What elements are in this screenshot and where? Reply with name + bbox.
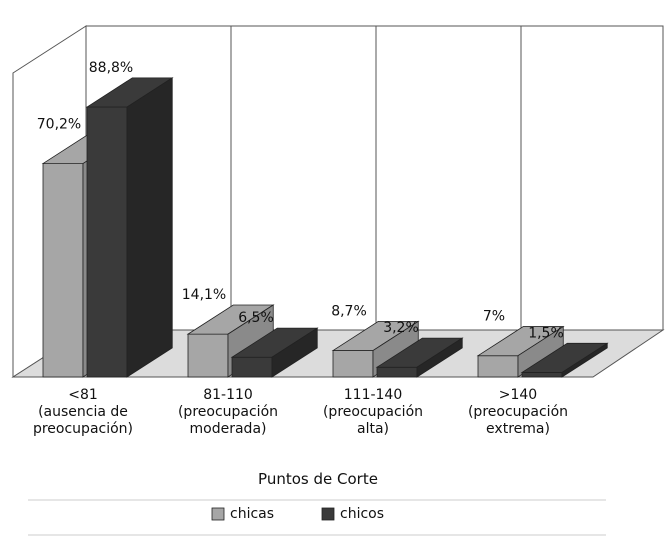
value-label-chicas-0: 70,2% (37, 116, 81, 132)
tick-label-0-0: <81 (68, 387, 98, 403)
bar-chicos-2 (375, 337, 464, 378)
tick-label-2-1: (preocupación (323, 404, 423, 420)
tick-label-2-0: 111-140 (344, 387, 403, 403)
bar-chicas-3 (476, 325, 565, 378)
tick-label-0-1: (ausencia de (38, 404, 128, 420)
value-label-chicas-1: 14,1% (182, 287, 226, 303)
tick-label-3-0: >140 (499, 387, 537, 403)
value-label-chicas-3: 7% (483, 309, 505, 325)
bar-chicos-0-side (126, 77, 173, 378)
legend-label-chicos: chicos (340, 506, 384, 522)
value-labels: 70,2% 88,8% 14,1% 6,5% 8,7% 3,2% 7% 1,5% (37, 60, 564, 341)
bar-chicos-1 (230, 327, 319, 378)
category-ticks: <81(ausencia depreocupación)81-110(preoc… (33, 387, 568, 437)
value-label-chicos-0: 88,8% (89, 60, 133, 76)
bar-chicas-3-front (477, 355, 519, 378)
tick-label-3-2: extrema) (486, 421, 550, 437)
bar-chicas-0-front (42, 163, 84, 378)
tick-label-2-2: alta) (357, 421, 389, 437)
x-axis-label: Puntos de Corte (258, 470, 378, 488)
value-label-chicos-3: 1,5% (528, 325, 564, 341)
value-label-chicos-2: 3,2% (383, 320, 419, 336)
legend: chicas chicos (211, 506, 384, 522)
tick-label-1-2: moderada) (190, 421, 267, 437)
bar-chicos-3 (520, 342, 609, 378)
bar-chicos-0-front (86, 106, 128, 378)
tick-label-1-0: 81-110 (203, 387, 253, 403)
tick-label-0-2: preocupación) (33, 421, 133, 437)
back-wall (85, 25, 664, 331)
bar-chicos-3-front (521, 372, 563, 378)
legend-label-chicas: chicas (230, 506, 274, 522)
bar-chicos-3-side (561, 342, 608, 378)
bar-chicos-2-side (416, 337, 463, 378)
tick-label-3-1: (preocupación (468, 404, 568, 420)
tick-label-1-1: (preocupación (178, 404, 278, 420)
bar-chicos-1-front (231, 356, 273, 378)
bar-chicas-2-front (332, 350, 374, 378)
legend-swatch-chicas (211, 507, 225, 521)
value-label-chicos-1: 6,5% (238, 310, 274, 326)
bar-chicos-2-front (376, 366, 418, 378)
value-label-chicas-2: 8,7% (331, 303, 367, 319)
legend-swatch-chicos (321, 507, 335, 521)
bar-chicos-1-side (271, 327, 318, 378)
bars (41, 77, 609, 378)
bar-chicos-0 (85, 77, 174, 378)
bar-chicas-1-front (187, 333, 229, 378)
